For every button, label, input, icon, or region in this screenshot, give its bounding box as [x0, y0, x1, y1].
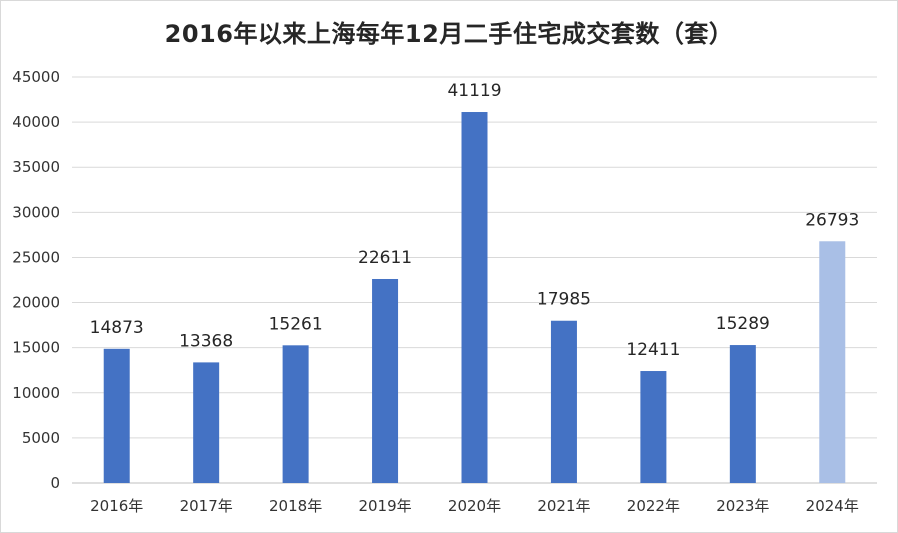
bar-2017年 [193, 362, 220, 483]
bar-2018年 [282, 345, 309, 483]
bar-2024年 [819, 241, 846, 483]
bar-2023年 [729, 345, 756, 483]
x-tick-label: 2016年 [90, 497, 143, 515]
y-tick-label: 40000 [12, 113, 60, 131]
data-labels: 14873 13368 15261 22611 41119 17985 12411 15289… [90, 81, 860, 360]
data-label: 22611 [358, 248, 412, 268]
x-tick-label: 2023年 [716, 497, 769, 515]
y-tick-label: 15000 [12, 339, 60, 357]
y-tick-label: 45000 [12, 68, 60, 86]
bar-2021年 [550, 320, 577, 483]
y-tick-label: 0 [50, 474, 60, 492]
x-tick-label: 2022年 [627, 497, 680, 515]
x-tick-label: 2024年 [806, 497, 859, 515]
y-tick-label: 25000 [12, 248, 60, 266]
y-tick-label: 20000 [12, 294, 60, 312]
bar-2022年 [640, 371, 667, 483]
x-tick-label: 2021年 [537, 497, 590, 515]
y-tick-label: 30000 [12, 203, 60, 221]
data-label: 15261 [269, 314, 323, 334]
y-tick-label: 10000 [12, 384, 60, 402]
bars [103, 112, 846, 483]
data-label: 14873 [90, 318, 144, 338]
x-axis-ticks: 2016年 2017年 2018年 2019年 2020年 2021年 2022年 2023年… [90, 497, 859, 515]
data-label: 41119 [447, 81, 501, 101]
data-label: 12411 [626, 340, 680, 360]
x-tick-label: 2017年 [180, 497, 233, 515]
data-label: 17985 [537, 290, 591, 310]
data-label: 26793 [805, 210, 859, 230]
chart-title: 2016年以来上海每年12月二手住宅成交套数（套） [164, 20, 734, 48]
bar-2016年 [103, 348, 130, 483]
y-axis-ticks: 0 5000 10000 15000 20000 25000 30000 35000 40000… [12, 68, 60, 492]
x-tick-label: 2020年 [448, 497, 501, 515]
x-tick-label: 2018年 [269, 497, 322, 515]
x-tick-label: 2019年 [358, 497, 411, 515]
bar-2020年 [461, 112, 488, 483]
bar-2019年 [372, 278, 399, 483]
data-label: 15289 [716, 314, 770, 334]
y-tick-label: 5000 [22, 429, 60, 447]
y-tick-label: 35000 [12, 158, 60, 176]
data-label: 13368 [179, 331, 233, 351]
